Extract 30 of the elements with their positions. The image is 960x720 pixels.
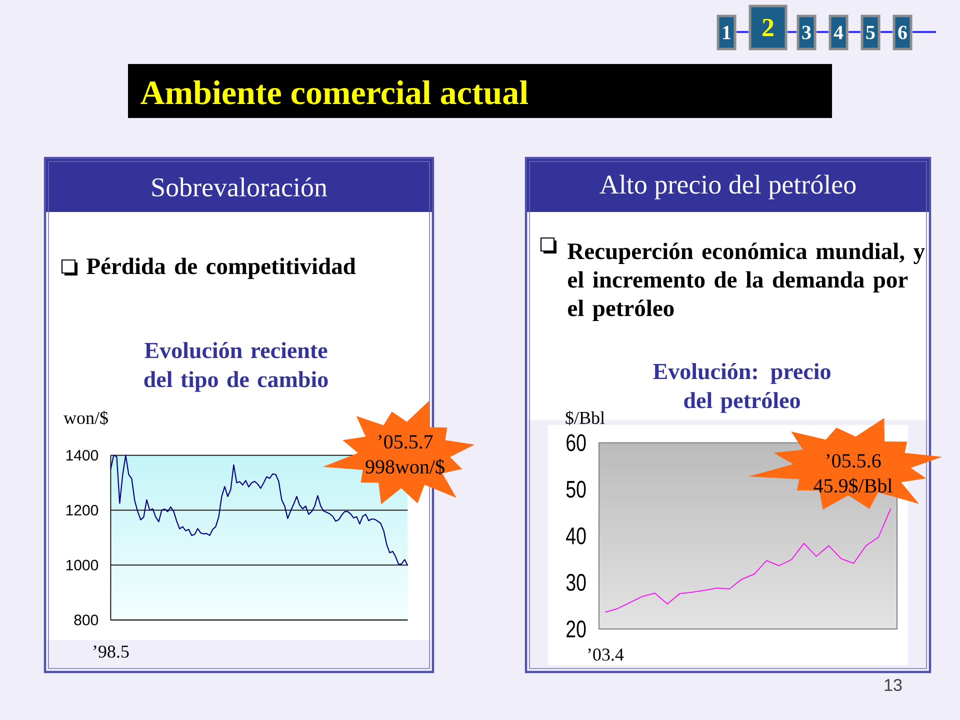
text: Sobrevaloración <box>152 177 328 197</box>
text: 13 <box>884 678 902 692</box>
annotation: ’05.5.7 998won/$ <box>366 435 444 475</box>
y-tick-label: 40 <box>566 527 586 544</box>
text: 4 <box>834 26 844 40</box>
y-tick-label: 1000 <box>66 560 98 570</box>
text: 5 <box>866 26 875 40</box>
x-tick-label: ’98.5 <box>94 646 129 658</box>
y-tick-label: 20 <box>566 620 586 638</box>
y-tick-label: 800 <box>74 614 98 626</box>
text: Pérdida de competitividad <box>86 258 356 279</box>
line-series <box>604 508 892 613</box>
text: Alto precio del petróleo <box>600 174 856 200</box>
y-axis-title: $/Bbl <box>566 410 605 426</box>
chart-title: Evolución reciente del tipo de cambio <box>144 342 328 392</box>
text: 2 <box>762 18 774 36</box>
text: 1 <box>723 26 730 40</box>
y-tick-label: 30 <box>566 574 586 591</box>
y-axis-title: won/$ <box>64 410 108 426</box>
y-tick-label: 60 <box>566 434 586 452</box>
text: 6 <box>898 26 907 40</box>
y-tick-label: 1400 <box>66 450 98 461</box>
y-tick-label: 1200 <box>66 504 98 516</box>
text: 3 <box>802 26 811 40</box>
chart-title: Evolución: precio del petróleo <box>653 363 830 413</box>
y-tick-label: 50 <box>566 480 586 498</box>
x-tick-label: ’03.4 <box>588 648 624 661</box>
text: Ambiente comercial actual <box>140 80 528 104</box>
text: Recuperción económica mundial, y el incremento de la demanda por el petróleo <box>568 242 925 321</box>
annotation: ’05.5.6 45.9$/Bbl <box>814 454 892 494</box>
